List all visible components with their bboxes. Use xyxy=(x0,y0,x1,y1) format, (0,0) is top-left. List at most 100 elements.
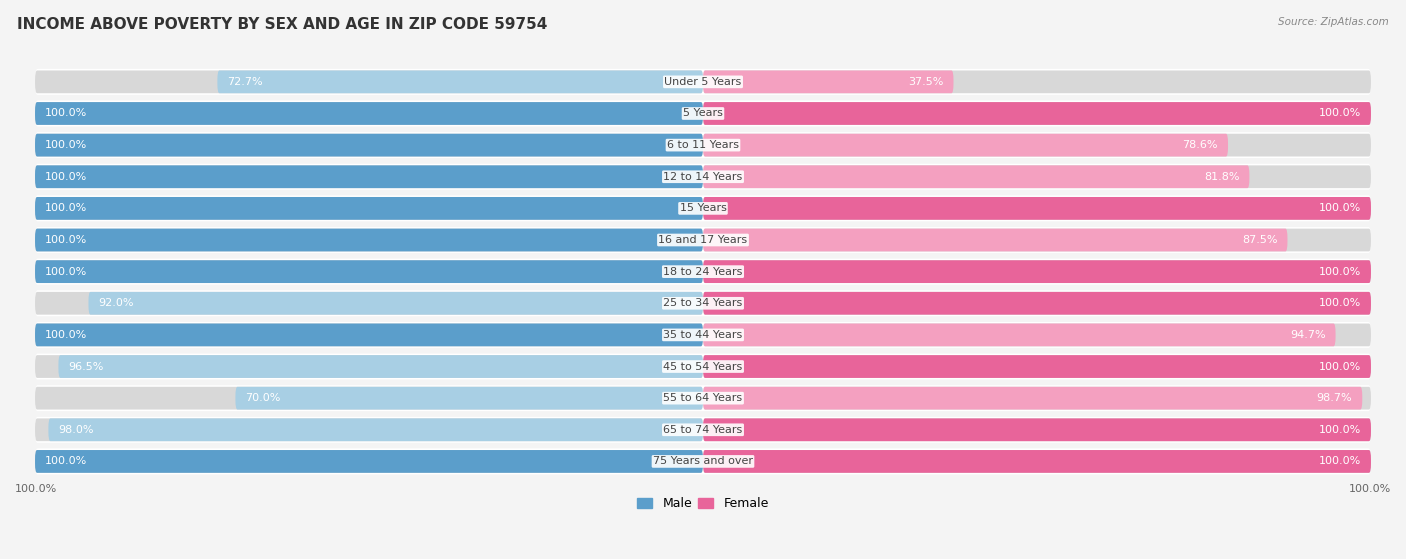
FancyBboxPatch shape xyxy=(703,387,1371,410)
FancyBboxPatch shape xyxy=(703,324,1371,346)
FancyBboxPatch shape xyxy=(35,324,703,346)
FancyBboxPatch shape xyxy=(35,324,703,346)
FancyBboxPatch shape xyxy=(35,322,1371,348)
FancyBboxPatch shape xyxy=(703,134,1371,157)
Text: 100.0%: 100.0% xyxy=(1319,108,1361,119)
FancyBboxPatch shape xyxy=(35,227,1371,253)
FancyBboxPatch shape xyxy=(703,292,1371,315)
Text: Source: ZipAtlas.com: Source: ZipAtlas.com xyxy=(1278,17,1389,27)
Text: 100.0%: 100.0% xyxy=(1348,484,1391,494)
FancyBboxPatch shape xyxy=(35,165,703,188)
Text: 100.0%: 100.0% xyxy=(15,484,58,494)
FancyBboxPatch shape xyxy=(35,260,703,283)
Text: 92.0%: 92.0% xyxy=(98,299,134,308)
Text: 12 to 14 Years: 12 to 14 Years xyxy=(664,172,742,182)
FancyBboxPatch shape xyxy=(703,355,1371,378)
Text: 45 to 54 Years: 45 to 54 Years xyxy=(664,362,742,372)
Text: 70.0%: 70.0% xyxy=(246,393,281,403)
Text: 37.5%: 37.5% xyxy=(908,77,943,87)
FancyBboxPatch shape xyxy=(35,196,1371,221)
FancyBboxPatch shape xyxy=(48,418,703,441)
FancyBboxPatch shape xyxy=(35,387,703,410)
FancyBboxPatch shape xyxy=(35,102,703,125)
Text: 18 to 24 Years: 18 to 24 Years xyxy=(664,267,742,277)
FancyBboxPatch shape xyxy=(703,260,1371,283)
Text: 100.0%: 100.0% xyxy=(45,108,87,119)
FancyBboxPatch shape xyxy=(35,70,703,93)
Text: 6 to 11 Years: 6 to 11 Years xyxy=(666,140,740,150)
Text: 15 Years: 15 Years xyxy=(679,203,727,214)
FancyBboxPatch shape xyxy=(35,165,703,188)
FancyBboxPatch shape xyxy=(35,229,703,252)
Text: 65 to 74 Years: 65 to 74 Years xyxy=(664,425,742,435)
Text: 35 to 44 Years: 35 to 44 Years xyxy=(664,330,742,340)
FancyBboxPatch shape xyxy=(35,292,703,315)
FancyBboxPatch shape xyxy=(703,324,1336,346)
Text: 94.7%: 94.7% xyxy=(1289,330,1326,340)
FancyBboxPatch shape xyxy=(35,385,1371,411)
Text: 100.0%: 100.0% xyxy=(45,456,87,466)
Text: 55 to 64 Years: 55 to 64 Years xyxy=(664,393,742,403)
FancyBboxPatch shape xyxy=(703,70,1371,93)
Text: 100.0%: 100.0% xyxy=(45,172,87,182)
Text: 78.6%: 78.6% xyxy=(1182,140,1218,150)
Text: 81.8%: 81.8% xyxy=(1204,172,1239,182)
Text: 72.7%: 72.7% xyxy=(228,77,263,87)
Text: 16 and 17 Years: 16 and 17 Years xyxy=(658,235,748,245)
FancyBboxPatch shape xyxy=(703,165,1250,188)
FancyBboxPatch shape xyxy=(703,102,1371,125)
Text: 100.0%: 100.0% xyxy=(1319,299,1361,308)
FancyBboxPatch shape xyxy=(35,134,703,157)
FancyBboxPatch shape xyxy=(703,450,1371,473)
Text: 98.7%: 98.7% xyxy=(1316,393,1353,403)
Text: 100.0%: 100.0% xyxy=(1319,362,1361,372)
Text: 100.0%: 100.0% xyxy=(45,203,87,214)
Text: 100.0%: 100.0% xyxy=(45,330,87,340)
Text: 100.0%: 100.0% xyxy=(1319,425,1361,435)
Text: 100.0%: 100.0% xyxy=(45,235,87,245)
FancyBboxPatch shape xyxy=(703,70,953,93)
FancyBboxPatch shape xyxy=(35,101,1371,126)
Text: 87.5%: 87.5% xyxy=(1241,235,1278,245)
Text: 75 Years and over: 75 Years and over xyxy=(652,456,754,466)
FancyBboxPatch shape xyxy=(35,69,1371,95)
FancyBboxPatch shape xyxy=(703,418,1371,441)
FancyBboxPatch shape xyxy=(703,197,1371,220)
FancyBboxPatch shape xyxy=(703,229,1288,252)
FancyBboxPatch shape xyxy=(703,165,1371,188)
FancyBboxPatch shape xyxy=(35,197,703,220)
FancyBboxPatch shape xyxy=(35,448,1371,475)
FancyBboxPatch shape xyxy=(218,70,703,93)
FancyBboxPatch shape xyxy=(35,134,703,157)
Text: 100.0%: 100.0% xyxy=(45,140,87,150)
FancyBboxPatch shape xyxy=(35,290,1371,316)
Text: 96.5%: 96.5% xyxy=(69,362,104,372)
FancyBboxPatch shape xyxy=(59,355,703,378)
Text: INCOME ABOVE POVERTY BY SEX AND AGE IN ZIP CODE 59754: INCOME ABOVE POVERTY BY SEX AND AGE IN Z… xyxy=(17,17,547,32)
Legend: Male, Female: Male, Female xyxy=(633,492,773,515)
FancyBboxPatch shape xyxy=(89,292,703,315)
Text: 100.0%: 100.0% xyxy=(1319,267,1361,277)
FancyBboxPatch shape xyxy=(35,353,1371,380)
FancyBboxPatch shape xyxy=(35,229,703,252)
Text: 100.0%: 100.0% xyxy=(1319,203,1361,214)
FancyBboxPatch shape xyxy=(35,197,703,220)
FancyBboxPatch shape xyxy=(703,292,1371,315)
FancyBboxPatch shape xyxy=(703,450,1371,473)
FancyBboxPatch shape xyxy=(35,355,703,378)
FancyBboxPatch shape xyxy=(703,134,1227,157)
FancyBboxPatch shape xyxy=(35,417,1371,443)
FancyBboxPatch shape xyxy=(703,229,1371,252)
FancyBboxPatch shape xyxy=(703,102,1371,125)
Text: 98.0%: 98.0% xyxy=(59,425,94,435)
FancyBboxPatch shape xyxy=(703,355,1371,378)
FancyBboxPatch shape xyxy=(35,450,703,473)
FancyBboxPatch shape xyxy=(35,418,703,441)
FancyBboxPatch shape xyxy=(703,197,1371,220)
FancyBboxPatch shape xyxy=(35,102,703,125)
FancyBboxPatch shape xyxy=(235,387,703,410)
FancyBboxPatch shape xyxy=(35,260,703,283)
FancyBboxPatch shape xyxy=(703,260,1371,283)
Text: 5 Years: 5 Years xyxy=(683,108,723,119)
FancyBboxPatch shape xyxy=(35,259,1371,285)
